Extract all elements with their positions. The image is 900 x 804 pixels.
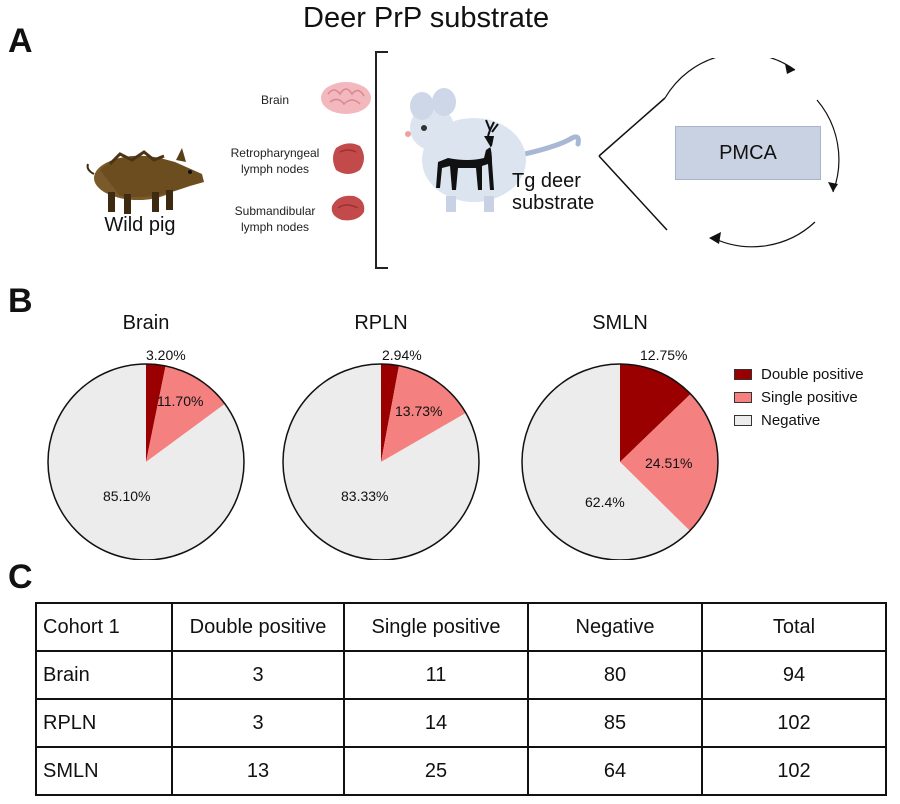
table-header-cell: Single positive <box>343 602 529 652</box>
table-row: Brain 3 11 80 94 <box>35 650 887 700</box>
panel-b-letter: B <box>8 282 33 320</box>
table-cell: 14 <box>343 698 529 748</box>
table-cell: RPLN <box>35 698 173 748</box>
legend-item-double-positive: Double positive <box>734 363 864 386</box>
cycle-arrows-icon <box>598 58 840 248</box>
pie-smln-outline <box>521 363 719 560</box>
table-cell: 85 <box>527 698 703 748</box>
pie-brain-slice-double-positive <box>146 364 166 462</box>
pie-smln-slice-single-positive <box>620 393 718 531</box>
legend-label-single-positive: Single positive <box>761 389 858 406</box>
table-cell: 102 <box>701 698 887 748</box>
cohort-table: Cohort 1 Double positive Single positive… <box>35 602 887 796</box>
table-cell: 3 <box>171 698 345 748</box>
pie-brain-outline <box>47 363 245 560</box>
legend-swatch-negative <box>734 415 752 426</box>
table-header-cell: Negative <box>527 602 703 652</box>
table-header-cell: Total <box>701 602 887 652</box>
tg-deer-substrate-label: Tg deer substrate <box>512 170 595 214</box>
pie-rpln-outline <box>282 363 480 560</box>
pie-smln-label-negative: 62.4% <box>585 494 625 510</box>
pie-brain-slice-negative <box>47 364 244 560</box>
pie-smln-slice-negative <box>521 364 690 560</box>
legend-item-single-positive: Single positive <box>734 386 864 409</box>
pie-rpln-label-negative: 83.33% <box>341 488 389 504</box>
legend-label-double-positive: Double positive <box>761 366 864 383</box>
table-cell: SMLN <box>35 746 173 796</box>
pmca-label: PMCA <box>719 141 777 164</box>
wild-pig-icon <box>86 148 204 214</box>
lymph-node-icon <box>333 143 364 174</box>
pie-brain-label-negative: 85.10% <box>103 488 151 504</box>
table-cell: 3 <box>171 650 345 700</box>
wild-pig-label: Wild pig <box>104 214 176 236</box>
pie-brain-label-double: 3.20% <box>146 347 186 363</box>
pie-rpln-slice-double-positive <box>381 364 400 462</box>
deer-icon <box>436 119 499 190</box>
pie-rpln-slice-negative <box>282 364 479 560</box>
pie-rpln-slice-single-positive <box>381 365 466 462</box>
table-cell: 102 <box>701 746 887 796</box>
pie-rpln-label-double: 2.94% <box>382 347 422 363</box>
table-row: SMLN 13 25 64 102 <box>35 746 887 796</box>
bracket <box>375 51 388 269</box>
panel-a-title: Deer PrP substrate <box>303 2 550 34</box>
table-cell: 80 <box>527 650 703 700</box>
panel-a-letter: A <box>8 22 33 60</box>
table-cell: 25 <box>343 746 529 796</box>
pie-smln-label-double: 12.75% <box>640 347 688 363</box>
table-row: RPLN 3 14 85 102 <box>35 698 887 748</box>
smln-tissue-label: Submandibular lymph nodes <box>234 204 316 234</box>
pie-smln-title: SMLN <box>592 312 648 334</box>
legend-item-negative: Negative <box>734 409 864 432</box>
pmca-box: PMCA <box>675 126 821 180</box>
table-cell: Brain <box>35 650 173 700</box>
rpln-tissue-label: Retropharyngeal lymph nodes <box>230 146 320 176</box>
table-cell: 64 <box>527 746 703 796</box>
pie-rpln-label-single: 13.73% <box>395 403 443 419</box>
chart-legend: Double positive Single positive Negative <box>734 363 864 432</box>
pie-brain-label-single: 11.70% <box>157 393 204 409</box>
lymph-node-icon-2 <box>331 195 365 221</box>
table-header-row: Cohort 1 Double positive Single positive… <box>35 602 887 652</box>
panel-c-letter: C <box>8 558 33 596</box>
pie-rpln-title: RPLN <box>354 312 408 334</box>
table-cell: 94 <box>701 650 887 700</box>
pie-smln-slice-double-positive <box>620 364 691 462</box>
table-cell: 11 <box>343 650 529 700</box>
pie-brain-slice-single-positive <box>146 365 225 462</box>
legend-swatch-double-positive <box>734 369 752 380</box>
pie-smln-label-single: 24.51% <box>645 455 693 471</box>
pie-brain-title: Brain <box>122 312 170 334</box>
table-header-cell: Cohort 1 <box>35 602 173 652</box>
pie-charts <box>47 363 719 560</box>
brain-tissue-label: Brain <box>260 93 289 107</box>
table-cell: 13 <box>171 746 345 796</box>
legend-swatch-single-positive <box>734 392 752 403</box>
table-header-cell: Double positive <box>171 602 345 652</box>
legend-label-negative: Negative <box>761 412 821 429</box>
brain-icon <box>321 82 371 114</box>
